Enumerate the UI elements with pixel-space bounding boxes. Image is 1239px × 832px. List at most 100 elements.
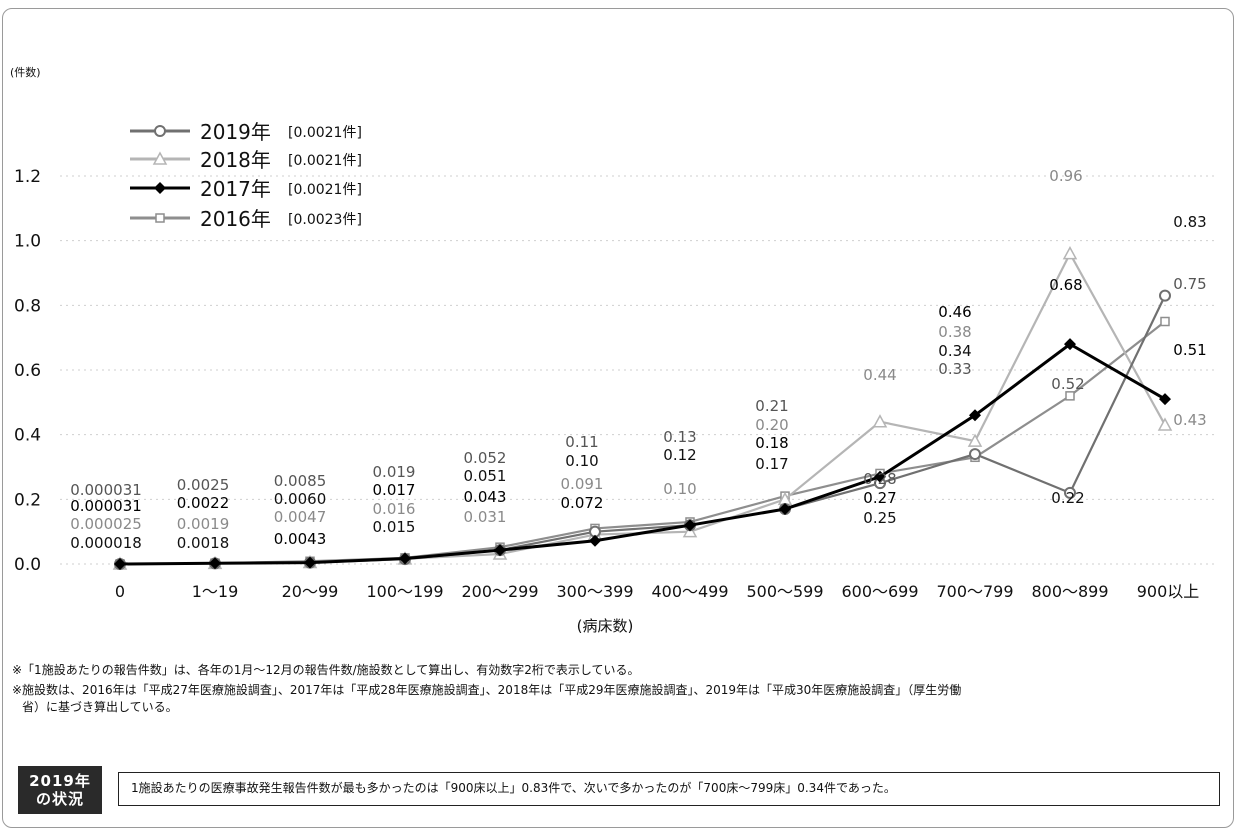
data-label: 0.11 bbox=[565, 433, 598, 451]
series-point bbox=[1159, 289, 1171, 302]
x-tick-label: 200～299 bbox=[461, 582, 538, 601]
status-badge: 2019年 の状況 bbox=[18, 766, 102, 814]
x-tick-label: 100～199 bbox=[366, 582, 443, 601]
data-label: 0.0043 bbox=[274, 530, 327, 548]
x-tick-label: 900以上 bbox=[1137, 582, 1200, 601]
data-label: 0.21 bbox=[755, 397, 788, 415]
y-tick-label: 0.0 bbox=[14, 555, 41, 575]
data-label: 0.17 bbox=[755, 455, 788, 473]
data-label: 0.22 bbox=[1051, 489, 1084, 507]
data-label: 0.75 bbox=[1173, 275, 1206, 293]
series-point bbox=[684, 519, 696, 532]
series-line bbox=[119, 342, 1166, 566]
data-label: 0.10 bbox=[565, 452, 598, 470]
x-axis-label: (病床数) bbox=[577, 617, 634, 635]
series-point bbox=[872, 414, 888, 428]
series-point bbox=[154, 182, 166, 194]
data-label: 0.43 bbox=[1173, 411, 1206, 429]
x-tick-label: 500～599 bbox=[746, 582, 823, 601]
data-label: 0.000031 bbox=[70, 481, 142, 499]
series-point bbox=[1062, 246, 1078, 260]
footnote-3: 省）に基づき算出している。 bbox=[22, 700, 178, 714]
series-point bbox=[114, 557, 126, 570]
x-tick-label: 600～699 bbox=[841, 582, 918, 601]
data-label: 0.051 bbox=[464, 467, 507, 485]
data-label: 0.52 bbox=[1051, 375, 1084, 393]
data-label: 0.016 bbox=[373, 500, 416, 518]
y-tick-label: 1.0 bbox=[14, 232, 41, 252]
data-label: 0.10 bbox=[663, 480, 696, 498]
footnote-2: ※施設数は、2016年は「平成27年医療施設調査」、2017年は「平成28年医療… bbox=[12, 683, 962, 697]
data-label: 0.18 bbox=[755, 434, 788, 452]
y-axis-label: (件数) bbox=[10, 66, 41, 79]
data-label: 0.83 bbox=[1173, 213, 1206, 231]
series-point bbox=[967, 433, 983, 447]
y-tick-label: 0.6 bbox=[14, 361, 41, 381]
data-label: 0.44 bbox=[863, 366, 896, 384]
data-label: 0.25 bbox=[863, 509, 896, 527]
series-point bbox=[154, 125, 166, 137]
data-label: 0.51 bbox=[1173, 341, 1206, 359]
legend-label: 2017年 bbox=[200, 177, 271, 201]
data-label: 0.091 bbox=[561, 475, 604, 493]
data-label: 0.0047 bbox=[274, 508, 327, 526]
legend-note: [0.0023件] bbox=[288, 212, 362, 228]
series-point bbox=[1064, 486, 1076, 499]
data-label: 0.20 bbox=[755, 416, 788, 434]
series-point bbox=[399, 552, 411, 565]
x-tick-label: 300～399 bbox=[556, 582, 633, 601]
line-chart: 0.0 0.2 0.4 0.6 0.8 1.0 1.2 (件数) 0 1～19 20～99 100～1… bbox=[10, 66, 1215, 635]
legend-label: 2016年 bbox=[200, 207, 271, 231]
x-tick-label: 700～799 bbox=[936, 582, 1013, 601]
data-label: 0.96 bbox=[1049, 167, 1082, 185]
x-tick-label: 0 bbox=[115, 582, 125, 601]
series-point bbox=[1160, 316, 1170, 327]
footnote-1: ※「1施設あたりの報告件数」は、各年の1月～12月の報告件数/施設数として算出し… bbox=[12, 663, 640, 677]
series-point bbox=[969, 409, 981, 422]
data-label: 0.27 bbox=[863, 489, 896, 507]
series-point bbox=[779, 503, 791, 516]
data-label: 0.0018 bbox=[177, 534, 230, 552]
x-tick-label: 400～499 bbox=[651, 582, 728, 601]
data-label: 0.46 bbox=[938, 303, 971, 321]
data-label: 0.000018 bbox=[70, 534, 142, 552]
data-label: 0.000031 bbox=[70, 497, 142, 515]
data-label: 0.0025 bbox=[177, 476, 230, 494]
legend-label: 2018年 bbox=[200, 148, 271, 172]
legend-note: [0.0021件] bbox=[288, 182, 362, 198]
series-point bbox=[589, 534, 601, 547]
series-point bbox=[304, 556, 316, 569]
series-point bbox=[1065, 391, 1075, 401]
data-label: 0.0022 bbox=[177, 494, 230, 512]
y-tick-label: 0.8 bbox=[14, 296, 41, 316]
data-label: 0.072 bbox=[561, 494, 604, 512]
series-point bbox=[209, 557, 221, 570]
series-point bbox=[152, 151, 168, 165]
badge-line-1: 2019年 bbox=[29, 772, 91, 790]
legend-note: [0.0021件] bbox=[288, 125, 362, 141]
data-label: 0.33 bbox=[938, 360, 971, 378]
series-point bbox=[494, 544, 506, 557]
data-label: 0.043 bbox=[464, 488, 507, 506]
data-label: 0.017 bbox=[373, 481, 416, 499]
data-label: 0.28 bbox=[863, 470, 896, 488]
data-label: 0.019 bbox=[373, 463, 416, 481]
x-tick-label: 800～899 bbox=[1031, 582, 1108, 601]
series-point bbox=[1064, 338, 1076, 351]
series-point bbox=[874, 470, 886, 483]
data-label: 0.68 bbox=[1049, 276, 1082, 294]
data-label: 0.0060 bbox=[274, 490, 327, 508]
y-tick-label: 0.4 bbox=[14, 426, 41, 446]
data-label: 0.0085 bbox=[274, 472, 327, 490]
chart-frame bbox=[2, 8, 1234, 828]
series-point bbox=[969, 448, 981, 461]
summary-box: 1施設あたりの医療事故発生報告件数が最も多かったのは「900床以上」0.83件で… bbox=[118, 772, 1220, 806]
data-label: 0.38 bbox=[938, 323, 971, 341]
data-label: 0.12 bbox=[663, 446, 696, 464]
series-point bbox=[1159, 393, 1171, 406]
legend-note: [0.0021件] bbox=[288, 153, 362, 169]
y-tick-label: 1.2 bbox=[14, 167, 41, 187]
x-tick-label: 20～99 bbox=[282, 582, 339, 601]
y-tick-label: 0.2 bbox=[14, 490, 41, 510]
series-point bbox=[155, 213, 165, 223]
